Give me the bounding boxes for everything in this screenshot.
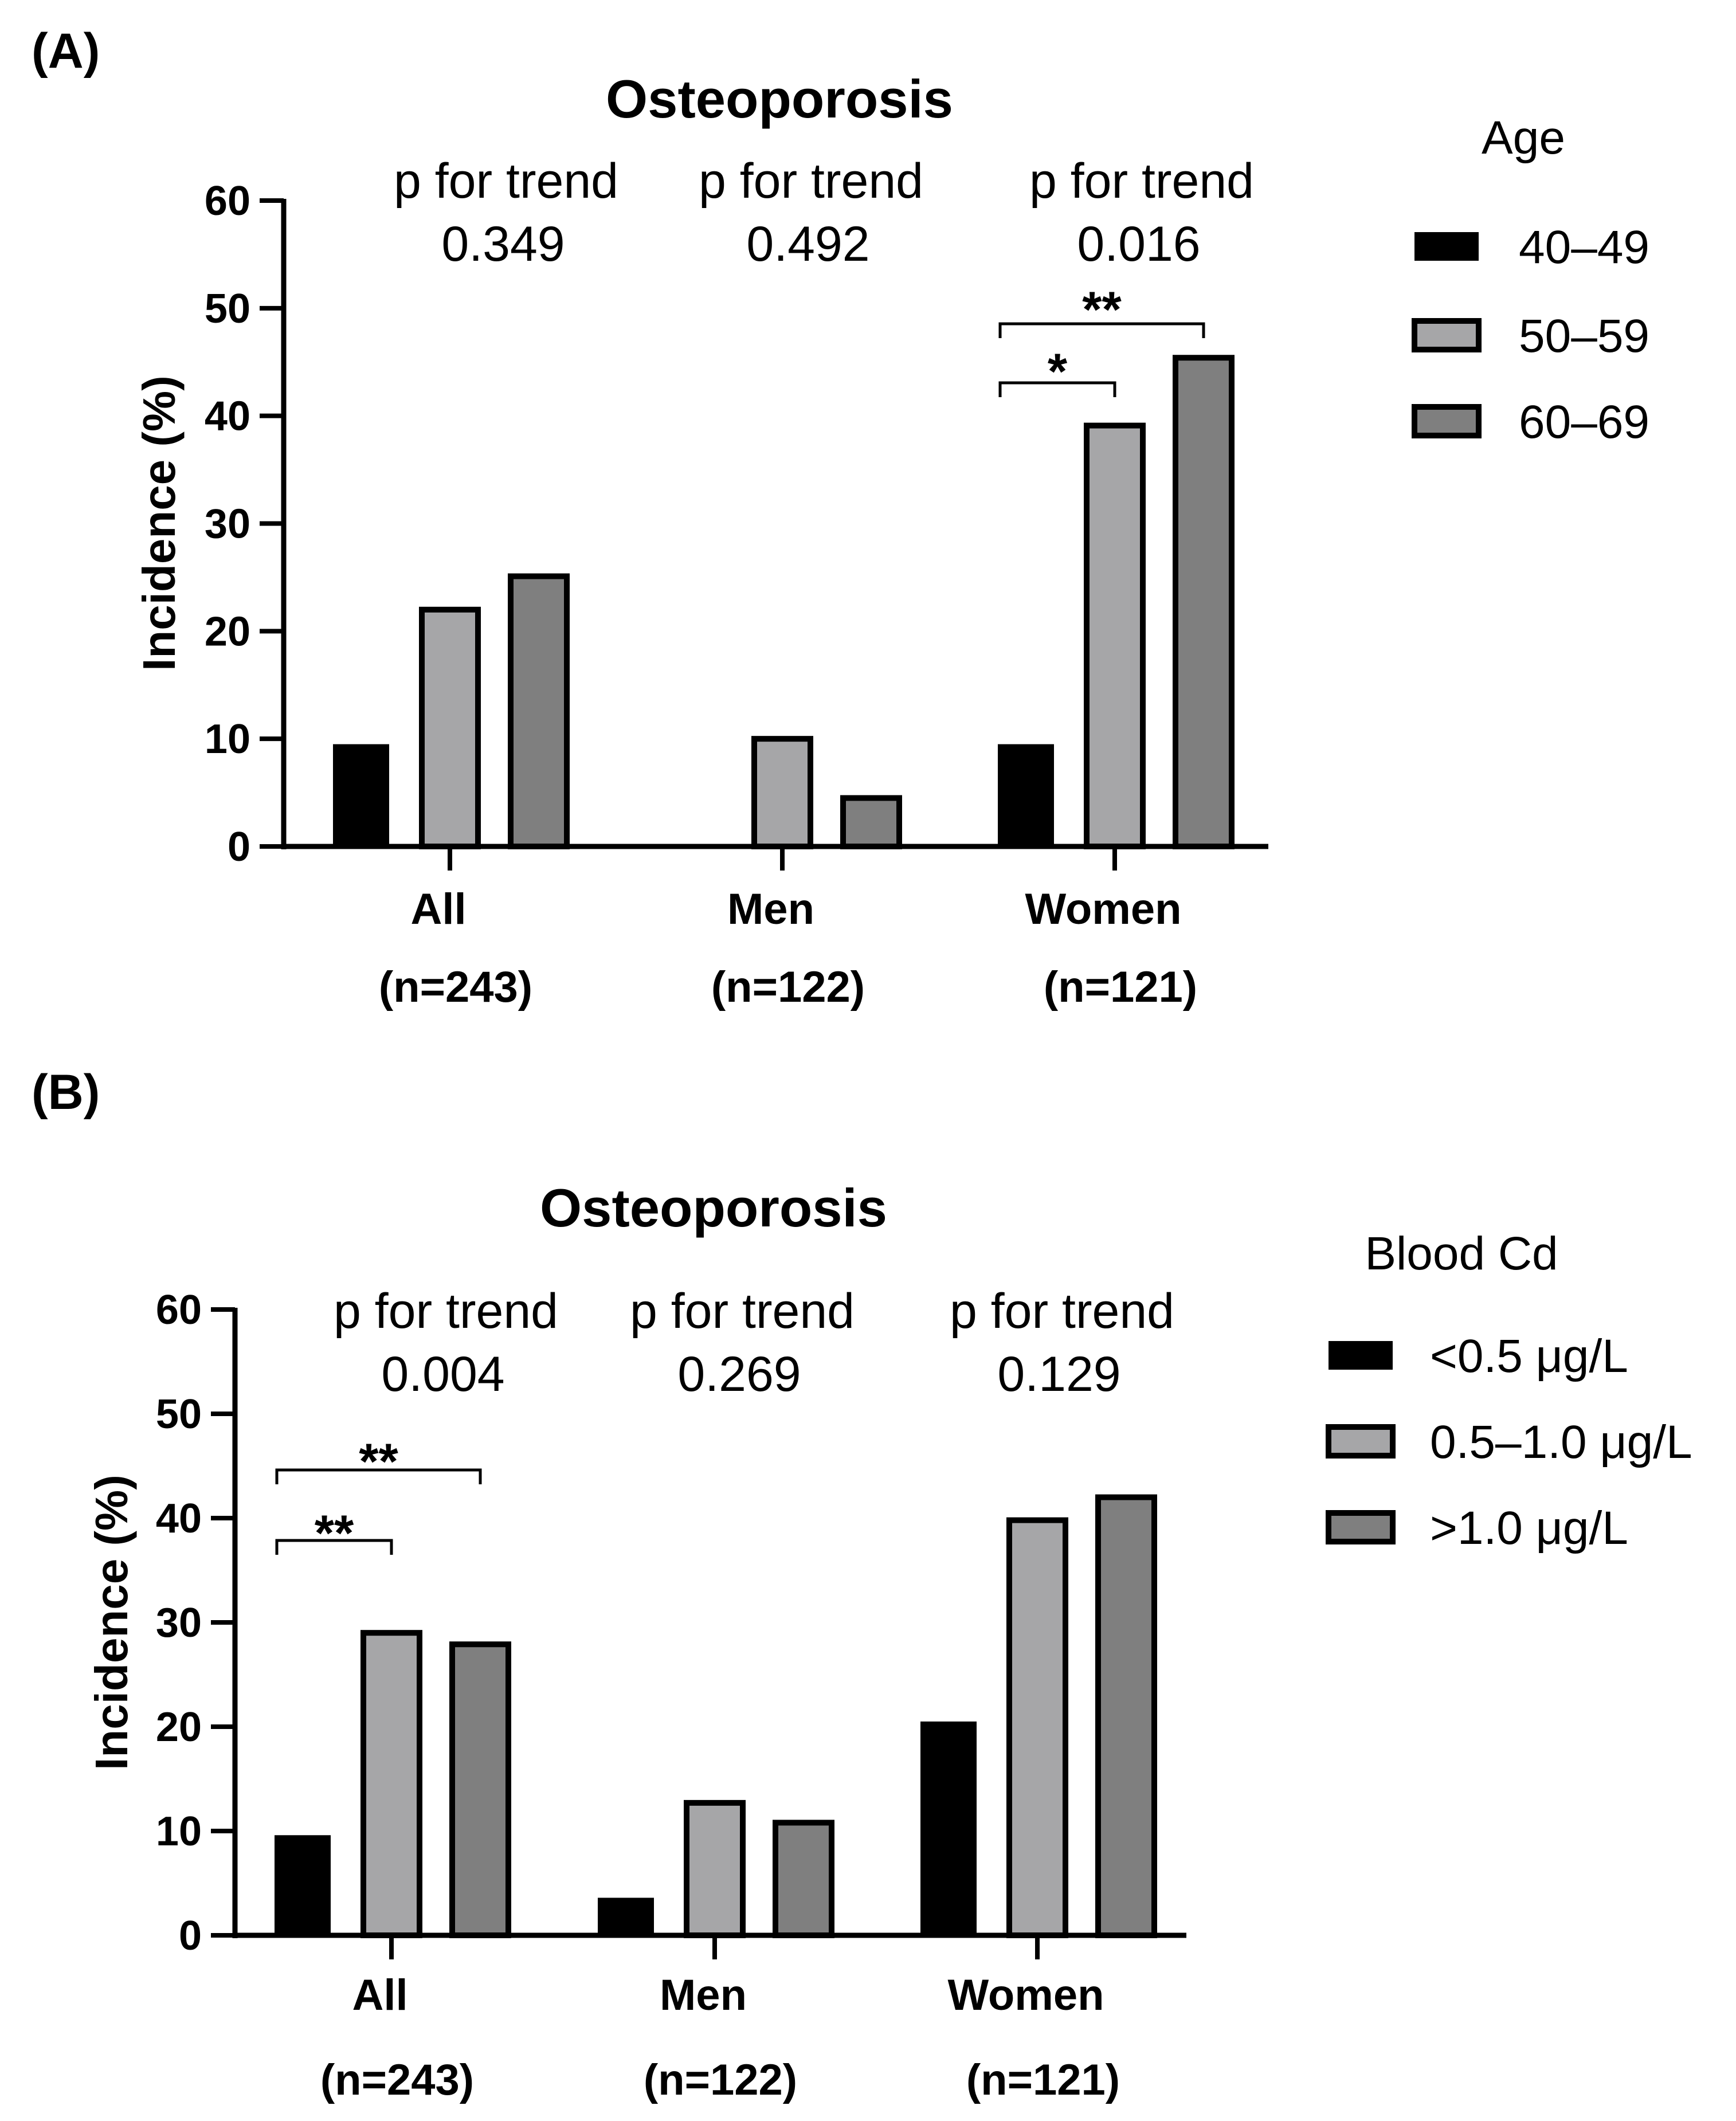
y-axis-title: Incidence (%) (134, 375, 185, 671)
y-tick-label: 10 (156, 1809, 202, 1855)
bar-women-series-2 (1095, 1494, 1157, 1939)
trend-p-value: 0.129 (997, 1347, 1120, 1402)
category-sample-size: (n=243) (379, 963, 532, 1012)
y-tick-label: 40 (205, 394, 250, 440)
chart-title: Osteoporosis (540, 1178, 887, 1238)
trend-label: p for trend (950, 1284, 1174, 1339)
significance-bracket (998, 322, 1205, 338)
category-sample-size: (n=121) (1044, 963, 1197, 1012)
category-label: All (410, 885, 466, 934)
trend-label: p for trend (334, 1284, 558, 1339)
category-label: All (352, 1971, 407, 2020)
legend-label: 40–49 (1519, 221, 1649, 273)
panel-label: (A) (32, 23, 100, 79)
trend-p-value: 0.492 (746, 217, 869, 272)
trend-p-value: 0.004 (381, 1347, 504, 1402)
significance-marker: ** (315, 1504, 354, 1561)
bar-men-series-2 (840, 795, 902, 849)
bar-men-series-0 (598, 1897, 654, 1935)
trend-p-value: 0.016 (1077, 217, 1200, 272)
y-axis-title: Incidence (%) (86, 1475, 137, 1770)
significance-marker: * (1048, 343, 1068, 399)
trend-p-value: 0.269 (677, 1347, 801, 1402)
legend-title: Blood Cd (1365, 1228, 1558, 1280)
significance-bracket (275, 1539, 393, 1555)
legend-swatch (1326, 1510, 1396, 1544)
bar-women-series-2 (1173, 355, 1235, 849)
bar-all-series-1 (419, 606, 481, 850)
trend-label: p for trend (630, 1284, 855, 1339)
panel-label: (B) (32, 1065, 100, 1120)
significance-marker: ** (359, 1433, 398, 1489)
legend-title: Age (1482, 112, 1565, 164)
bar-all-series-2 (508, 573, 570, 849)
y-tick-label: 20 (156, 1704, 202, 1750)
bar-all-series-0 (333, 744, 389, 846)
chart-panel-b: (B) Osteoporosis Incidence (%) 0 10 20 30 40 50 6… (32, 1065, 1692, 2104)
legend-label: 50–59 (1519, 310, 1649, 362)
y-tick-label: 0 (228, 824, 250, 870)
category-label: Women (947, 1971, 1104, 2020)
bar-women-series-1 (1006, 1517, 1068, 1938)
bar-men-series-2 (773, 1820, 834, 1938)
category-sample-size: (n=243) (320, 2056, 474, 2104)
y-tick-label: 50 (205, 286, 250, 332)
y-tick-label: 10 (205, 716, 250, 762)
legend-label: 60–69 (1519, 396, 1649, 448)
legend-label: >1.0 μg/L (1430, 1502, 1628, 1554)
bar-women-series-0 (998, 744, 1054, 846)
legend-swatch (1412, 318, 1482, 352)
chart-panel-a: (A) Osteoporosis Incidence (%) 0 10 20 30 40 50 6… (32, 23, 1649, 1012)
bar-women-series-1 (1084, 422, 1146, 849)
y-tick-label: 60 (205, 178, 250, 224)
significance-bracket (275, 1468, 482, 1484)
chart-title: Osteoporosis (606, 69, 953, 129)
legend-swatch (1326, 1424, 1396, 1459)
y-tick-label: 20 (205, 609, 250, 654)
trend-p-value: 0.349 (441, 217, 565, 272)
legend-swatch (1412, 404, 1482, 438)
legend-label: <0.5 μg/L (1430, 1330, 1628, 1382)
y-tick-label: 50 (156, 1391, 202, 1437)
trend-label: p for trend (699, 154, 923, 209)
category-sample-size: (n=122) (711, 963, 865, 1012)
significance-bracket (998, 381, 1116, 397)
bar-women-series-0 (920, 1721, 977, 1935)
category-label: Women (1025, 885, 1181, 934)
y-tick-label: 60 (156, 1287, 202, 1333)
bar-men-series-1 (751, 736, 813, 849)
bar-all-series-1 (360, 1630, 422, 1938)
legend-label: 0.5–1.0 μg/L (1430, 1416, 1692, 1468)
bar-men-series-1 (684, 1799, 746, 1939)
category-sample-size: (n=121) (966, 2056, 1120, 2104)
trend-label: p for trend (394, 154, 618, 209)
bar-all-series-0 (275, 1835, 331, 1935)
legend-swatch (1329, 1341, 1393, 1370)
y-tick-label: 40 (156, 1496, 202, 1542)
category-sample-size: (n=122) (644, 2056, 797, 2104)
y-tick-label: 30 (156, 1600, 202, 1646)
y-tick-label: 0 (179, 1913, 202, 1959)
significance-marker: ** (1082, 281, 1122, 338)
category-label: Men (660, 1971, 747, 2020)
trend-label: p for trend (1029, 154, 1254, 209)
legend-swatch (1414, 232, 1479, 261)
y-tick-label: 30 (205, 501, 250, 547)
bar-all-series-2 (449, 1641, 511, 1938)
category-label: Men (727, 885, 814, 934)
